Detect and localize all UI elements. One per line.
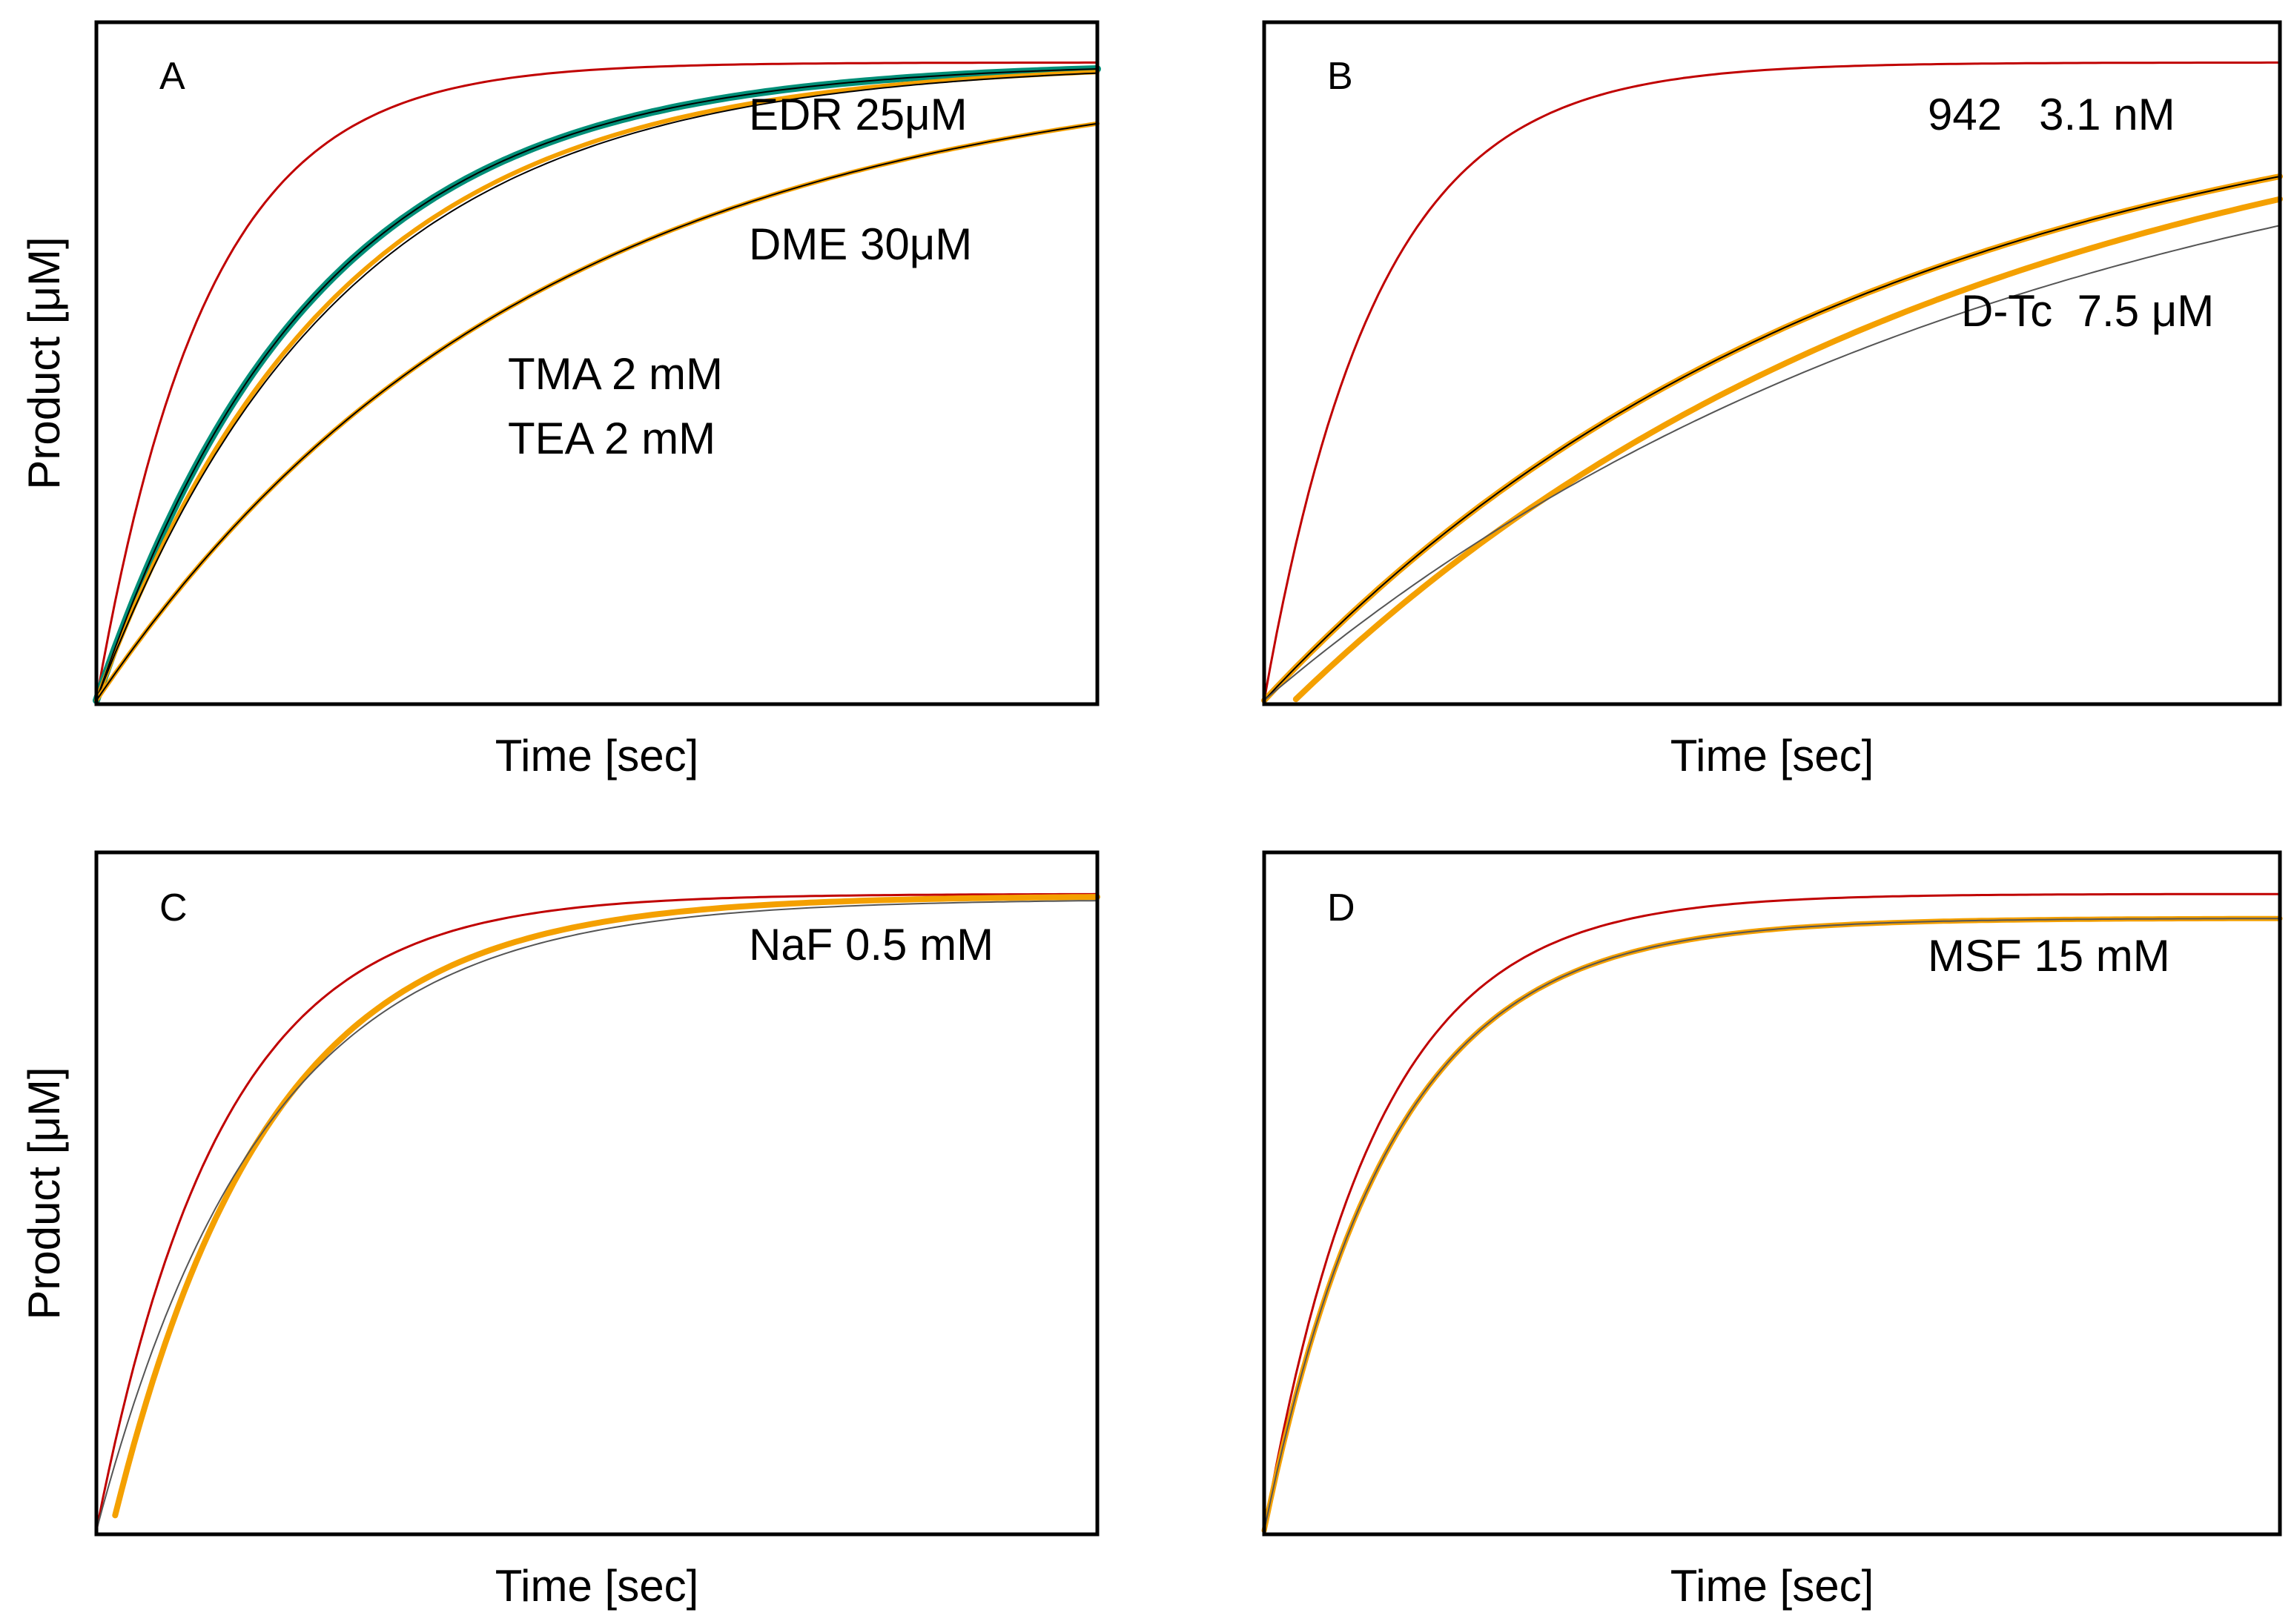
panel-d-xlabel: Time [sec] [1670,1561,1874,1611]
panel-d-annotation-msf: MSF 15 mM [1928,931,2170,981]
panel-b-letter: B [1327,55,1353,98]
panel-a-annotation-dme: DME 30μM [749,219,972,269]
panel-b: B 942 3.1 nM D-Tc 7.5 μM Time [sec] [1261,20,2283,780]
panel-b-xlabel: Time [sec] [1670,731,1874,780]
panel-a-curve-6 [96,122,1098,701]
panel-a-annotation-tma: TMA 2 mM [508,349,723,399]
panel-a-curve-3 [96,68,1098,701]
panel-b-annotation-942: 942 3.1 nM [1928,90,2175,139]
panel-b-frame [1262,20,2282,706]
panel-a-curve-2 [94,70,1100,703]
panel-a-curve-5 [94,121,1100,703]
panel-b-series-group [1261,61,2283,703]
panel-c-curve-1 [112,894,1100,1519]
panel-b-curve-3 [1292,196,2283,703]
panel-d-curve-1 [1261,915,2283,1534]
panel-b-curve-1 [1261,173,2283,703]
panel-a-frame [94,20,1100,706]
panel-c-letter: C [159,886,188,929]
panel-a-ylabel: Product [μM] [19,236,69,489]
panel-a-annotation-edr: EDR 25μM [749,90,968,139]
panel-d-frame [1262,850,2282,1537]
panel-b-curve-0 [1263,61,2281,702]
panel-b-curve-2 [1263,176,2281,701]
panel-c-series-group [95,892,1100,1532]
panel-a-xlabel: Time [sec] [495,731,698,780]
panel-d-series-group [1261,892,2283,1534]
panel-a: A EDR 25μM DME 30μM TMA 2 mM TEA 2 mM Ti… [19,20,1101,780]
panel-a-curve-0 [95,61,1099,702]
panel-b-curve-4 [1263,225,2281,701]
panel-c-ylabel: Product [μM] [19,1067,69,1319]
panel-d-curve-2 [1263,918,2281,1531]
panel-d-letter: D [1327,886,1355,929]
panel-c: C NaF 0.5 mM Time [sec] Product [μM] [19,850,1100,1611]
panel-c-annotation-naf: NaF 0.5 mM [749,920,994,970]
panel-c-frame [94,850,1100,1537]
panel-b-annotation-dtc: D-Tc 7.5 μM [1961,286,2214,336]
panel-c-curve-2 [96,900,1098,1531]
panel-a-curve-4 [96,72,1098,701]
panel-d-curve-0 [1263,892,2281,1532]
panel-d: D MSF 15 mM Time [sec] [1261,850,2283,1611]
panel-a-series-group [93,61,1101,704]
panel-a-letter: A [159,55,185,98]
panel-a-annotation-tea: TEA 2 mM [508,414,715,463]
panel-c-xlabel: Time [sec] [495,1561,698,1611]
panel-c-curve-0 [95,892,1099,1532]
